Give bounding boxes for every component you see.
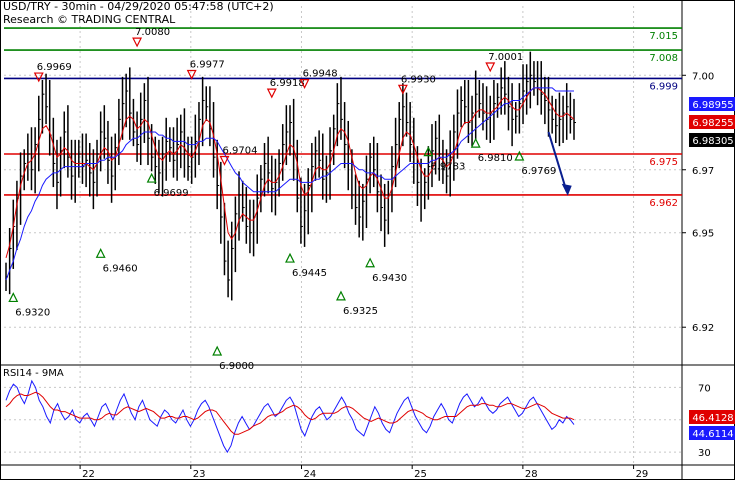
levels-layer: 7.015 7.008 6.999 6.975 6.962	[4, 27, 682, 209]
swing-low-marker	[285, 252, 295, 263]
rsi-tick-label: 30	[698, 448, 711, 459]
forecast-arrow-shaft	[547, 131, 568, 193]
swing-high-label: 6.9704	[222, 145, 257, 156]
swing-high-marker	[33, 72, 44, 83]
price-tag-label: 6.98255	[692, 118, 733, 129]
price-tag-label: 6.98955	[692, 100, 733, 111]
price-tick-label: 7.00	[692, 71, 714, 82]
time-tick-label: 29	[636, 469, 649, 480]
level-label: 6.975	[649, 157, 678, 168]
forecast-arrow-layer	[547, 131, 572, 196]
swing-low-label: 6.9699	[154, 188, 189, 199]
rsi-tag	[689, 426, 735, 440]
swing-low-label: 6.9769	[521, 166, 556, 177]
grid	[4, 6, 682, 465]
swing-high-label: 6.9948	[303, 69, 338, 80]
swing-low-label: 6.9783	[430, 162, 465, 173]
price-tick-label: 6.95	[692, 229, 714, 240]
swing-low-marker	[365, 257, 376, 268]
swing-low-marker	[212, 345, 223, 356]
swing-low-label: 6.9000	[219, 361, 254, 372]
swing-low-label: 6.9810	[478, 153, 513, 164]
swing-high-label: 6.9977	[190, 60, 225, 71]
swing-low-marker	[146, 172, 157, 183]
swing-high-label: 7.0080	[135, 27, 170, 38]
swing-low-label: 6.9460	[103, 263, 138, 274]
ma-fast-line	[5, 87, 575, 259]
rsi-line	[5, 379, 575, 454]
swing-high-label: 7.0001	[488, 52, 523, 63]
swing-high-marker	[186, 69, 197, 80]
level-label: 7.015	[649, 31, 678, 42]
chart-title: USD/TRY - 30min - 04/29/2020 05:47:58 (U…	[3, 0, 274, 13]
moving-averages-layer	[5, 87, 575, 281]
forecast-arrow-head	[561, 183, 572, 196]
time-tick-label: 24	[303, 469, 316, 480]
rsi-ma-line	[5, 391, 575, 435]
price-tag	[689, 97, 735, 111]
swing-high-marker	[485, 62, 496, 73]
rsi-title: RSI14 - 9MA	[3, 368, 64, 379]
swing-low-marker	[336, 290, 346, 301]
swing-high-marker	[266, 88, 277, 99]
swing-low-label: 6.9445	[292, 268, 327, 279]
swing-low-marker	[470, 137, 481, 148]
chart-source: Research © TRADING CENTRAL	[3, 13, 176, 26]
swing-low-label: 6.9320	[15, 307, 50, 318]
swing-high-marker	[219, 155, 230, 166]
swing-high-marker	[132, 37, 143, 48]
swing-high-marker	[397, 84, 408, 95]
price-tick-label: 6.92	[692, 323, 714, 334]
time-tick-label: 28	[525, 469, 538, 480]
time-tick-label: 25	[414, 469, 427, 480]
swing-low-marker	[423, 146, 434, 157]
rsi-tag	[689, 410, 735, 424]
price-tick-label: 6.97	[692, 166, 714, 177]
swing-high-label: 6.9969	[37, 62, 72, 73]
price-tag	[689, 115, 735, 129]
swing-low-label: 6.9325	[343, 306, 378, 317]
swing-low-marker	[8, 292, 19, 303]
price-tag	[689, 133, 735, 147]
swing-low-label: 6.9430	[372, 273, 407, 284]
swing-high-marker	[299, 79, 310, 89]
price-tag-label: 6.98305	[692, 136, 733, 147]
price-axis: 6.92 6.95 6.97 7.00 6.98955 6.98255 6.98305	[682, 71, 735, 334]
rsi-tick-label: 70	[698, 383, 711, 394]
annotations-layer: 6.9320 6.9969 6.9460 7.0080 6.9699 6.9977 6.90…	[8, 27, 556, 372]
ma-slow-line	[5, 87, 574, 281]
time-tick-label: 23	[193, 469, 206, 480]
time-tick-label: 22	[82, 469, 95, 480]
level-label: 6.999	[649, 81, 678, 92]
level-label: 6.962	[649, 198, 678, 209]
swing-high-label: 6.9930	[401, 74, 436, 85]
level-label: 7.008	[649, 53, 678, 64]
swing-low-marker	[514, 150, 525, 161]
rsi-tag-label: 46.4128	[692, 413, 733, 424]
rsi-tag-label: 44.6114	[692, 429, 733, 440]
swing-high-label: 6.9918	[270, 78, 305, 89]
swing-low-marker	[95, 247, 106, 258]
time-axis: 22 23 24 25 28 29	[79, 465, 649, 480]
